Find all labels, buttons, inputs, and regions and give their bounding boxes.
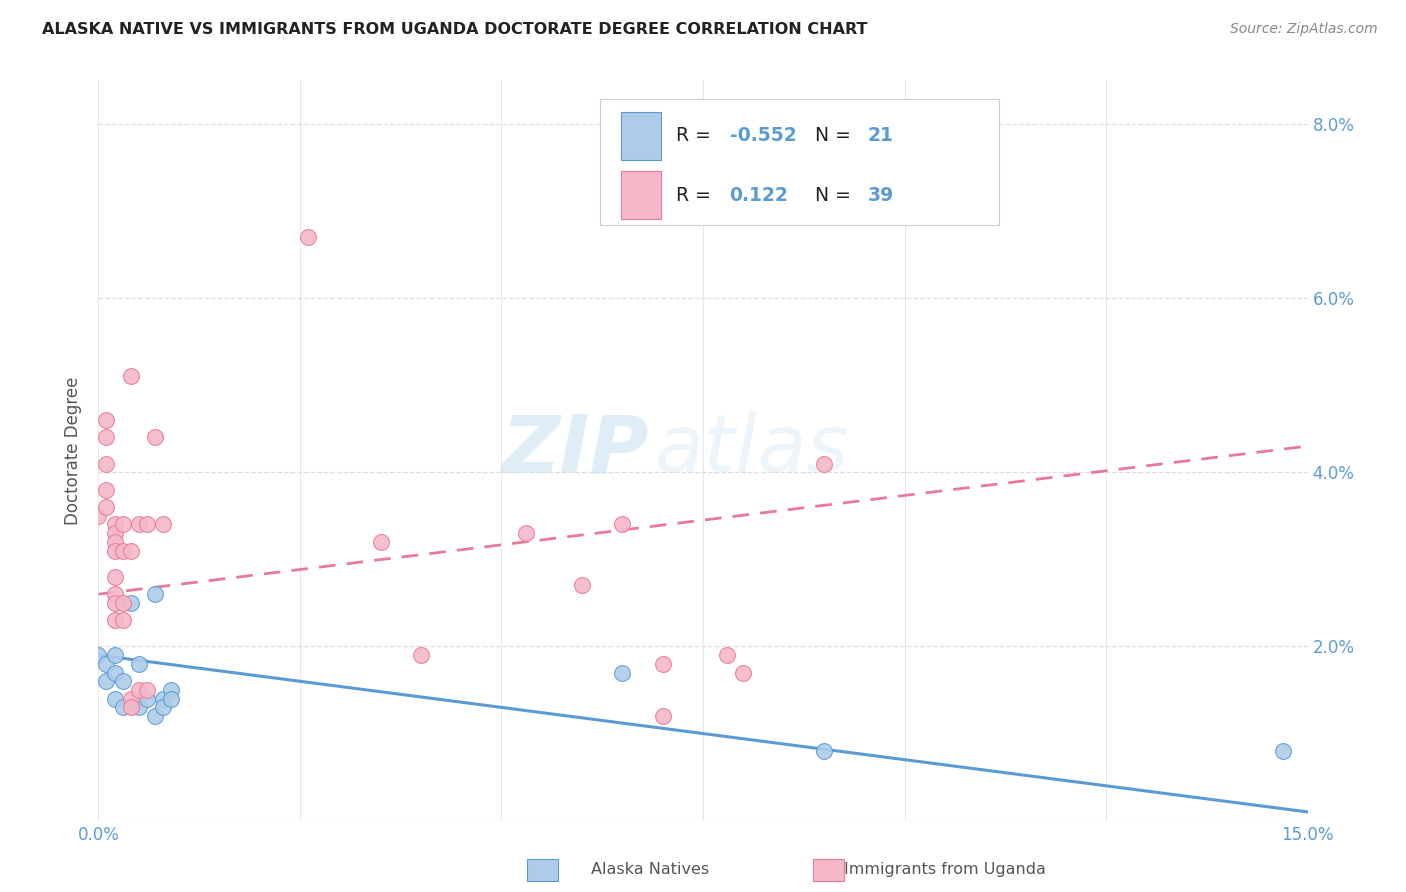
Point: [813, 457, 835, 471]
Text: 39: 39: [868, 186, 894, 204]
Point: [152, 700, 174, 714]
Point: [515, 526, 537, 541]
Point: [716, 648, 738, 662]
Text: Alaska Natives: Alaska Natives: [591, 863, 709, 877]
Point: [651, 657, 673, 671]
Point: [120, 596, 142, 610]
Point: [87, 648, 110, 662]
Text: R =: R =: [676, 186, 717, 204]
Point: [111, 613, 134, 627]
Text: R =: R =: [676, 127, 717, 145]
Point: [370, 535, 392, 549]
Point: [103, 613, 125, 627]
Point: [143, 709, 166, 723]
Point: [103, 648, 125, 662]
FancyBboxPatch shape: [621, 171, 661, 219]
Point: [571, 578, 593, 592]
Point: [612, 517, 634, 532]
Point: [111, 543, 134, 558]
Point: [103, 665, 125, 680]
Point: [120, 700, 142, 714]
Point: [96, 674, 118, 689]
Point: [152, 691, 174, 706]
Point: [160, 683, 183, 698]
Point: [87, 508, 110, 523]
Point: [111, 700, 134, 714]
Point: [160, 691, 183, 706]
Point: [128, 683, 150, 698]
Point: [152, 517, 174, 532]
Point: [96, 483, 118, 497]
Point: [128, 657, 150, 671]
Text: Immigrants from Uganda: Immigrants from Uganda: [844, 863, 1046, 877]
Point: [733, 665, 755, 680]
Point: [135, 517, 157, 532]
Y-axis label: Doctorate Degree: Doctorate Degree: [65, 376, 83, 524]
Point: [120, 691, 142, 706]
Point: [1272, 744, 1295, 758]
Point: [96, 500, 118, 514]
Point: [135, 683, 157, 698]
Point: [103, 526, 125, 541]
Point: [120, 543, 142, 558]
Point: [96, 657, 118, 671]
Point: [103, 596, 125, 610]
Point: [612, 665, 634, 680]
Point: [143, 430, 166, 444]
Text: N =: N =: [815, 127, 858, 145]
Text: 0.122: 0.122: [730, 186, 789, 204]
Point: [128, 700, 150, 714]
Text: N =: N =: [815, 186, 858, 204]
Point: [128, 517, 150, 532]
Point: [651, 709, 673, 723]
Point: [103, 535, 125, 549]
Point: [120, 369, 142, 384]
FancyBboxPatch shape: [621, 112, 661, 160]
Point: [135, 691, 157, 706]
Point: [96, 457, 118, 471]
Point: [111, 517, 134, 532]
Point: [96, 413, 118, 427]
Point: [111, 674, 134, 689]
Point: [111, 596, 134, 610]
Text: -0.552: -0.552: [730, 127, 796, 145]
Point: [813, 744, 835, 758]
Point: [96, 430, 118, 444]
Point: [143, 587, 166, 601]
Point: [103, 691, 125, 706]
Text: ALASKA NATIVE VS IMMIGRANTS FROM UGANDA DOCTORATE DEGREE CORRELATION CHART: ALASKA NATIVE VS IMMIGRANTS FROM UGANDA …: [42, 22, 868, 37]
Point: [103, 543, 125, 558]
Point: [103, 517, 125, 532]
Point: [297, 230, 319, 244]
Text: atlas: atlas: [655, 411, 849, 490]
FancyBboxPatch shape: [600, 99, 1000, 225]
Text: Source: ZipAtlas.com: Source: ZipAtlas.com: [1230, 22, 1378, 37]
Point: [103, 570, 125, 584]
Point: [409, 648, 432, 662]
Text: 21: 21: [868, 127, 893, 145]
Text: ZIP: ZIP: [501, 411, 648, 490]
Point: [103, 587, 125, 601]
